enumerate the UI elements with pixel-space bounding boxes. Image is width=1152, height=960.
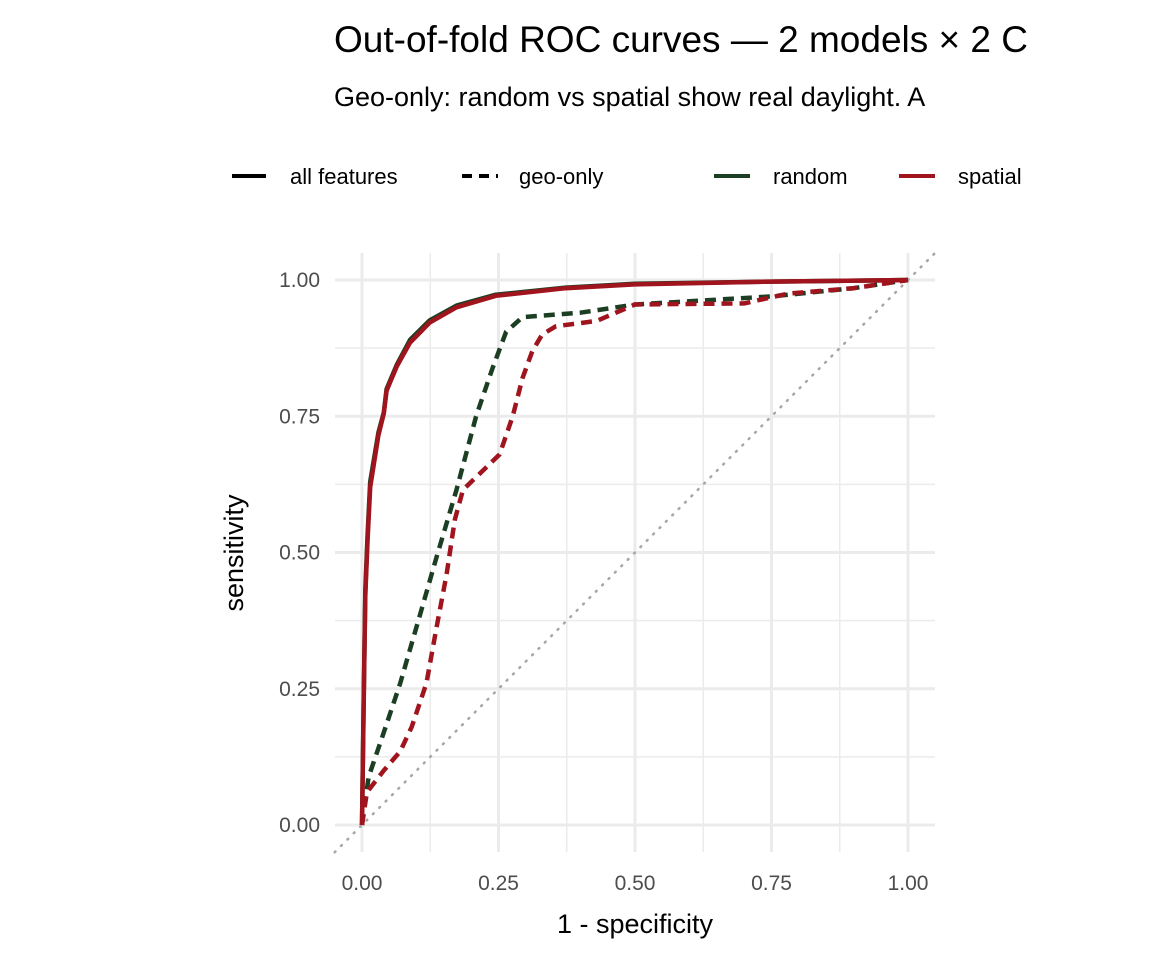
y-axis-title: sensitivity xyxy=(219,494,249,612)
roc-curve-random-geo-only xyxy=(359,277,909,826)
plot-lines xyxy=(333,251,937,854)
legend-label-geo-only: geo-only xyxy=(519,164,603,189)
x-tick-label: 0.25 xyxy=(478,872,519,895)
grid xyxy=(335,253,935,852)
roc-curve-spatial-geo-only xyxy=(359,277,909,826)
legend-label-spatial: spatial xyxy=(958,164,1022,189)
chart-title: Out-of-fold ROC curves — 2 models × 2 C xyxy=(334,19,1028,60)
x-tick-label: 0.50 xyxy=(615,872,656,895)
x-tick-label: 0.00 xyxy=(342,872,383,895)
x-axis-title: 1 - specificity xyxy=(557,909,714,939)
tick-labels: 0.00 0.25 0.50 0.75 1.00 0.00 0.25 0.50 … xyxy=(279,269,928,895)
y-tick-label: 0.75 xyxy=(279,405,320,428)
y-tick-label: 1.00 xyxy=(279,269,320,292)
roc-curve-spatial-all-features xyxy=(359,277,909,826)
legend-label-random: random xyxy=(773,164,848,189)
x-tick-label: 1.00 xyxy=(888,872,929,895)
y-tick-label: 0.00 xyxy=(279,814,320,837)
y-tick-label: 0.50 xyxy=(279,542,320,565)
legend-label-all-features: all features xyxy=(290,164,398,189)
y-tick-label: 0.25 xyxy=(279,678,320,701)
legend: all features geo-only random spatial xyxy=(232,164,1022,189)
chart-subtitle: Geo-only: random vs spatial show real da… xyxy=(334,82,925,112)
diagonal-reference-line xyxy=(333,251,937,854)
x-tick-label: 0.75 xyxy=(751,872,792,895)
